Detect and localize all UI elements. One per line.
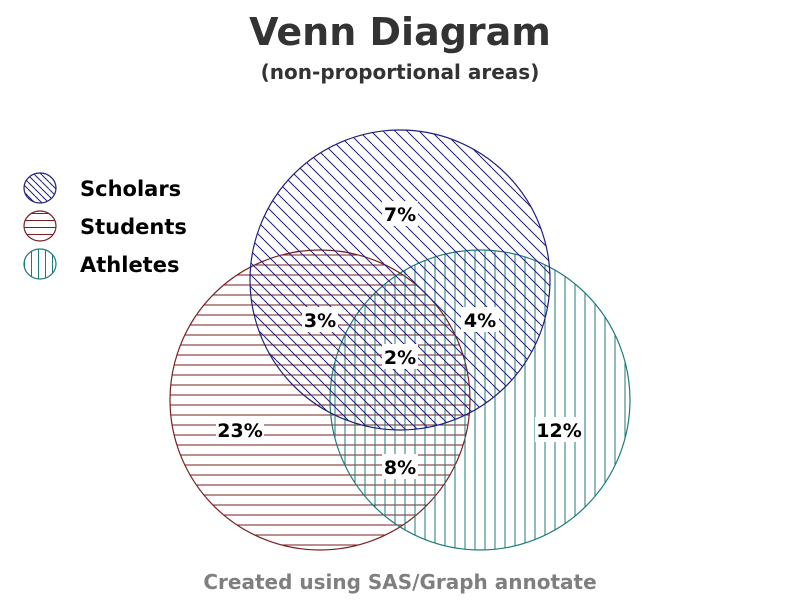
page-title: Venn Diagram [249, 10, 551, 54]
region-value-scholars-only: 7% [384, 204, 416, 226]
legend-item-scholars: Scholars [23, 172, 181, 204]
legend-label-scholars: Scholars [80, 177, 181, 201]
legend-item-athletes: Athletes [23, 248, 179, 280]
footer-credit: Created using SAS/Graph annotate [203, 570, 597, 594]
legend-label-students: Students [80, 215, 187, 239]
region-value-athletes-only: 12% [536, 420, 581, 442]
region-value-all-three: 2% [384, 347, 416, 369]
region-value-scholars-students: 3% [304, 310, 336, 332]
legend-label-athletes: Athletes [80, 253, 179, 277]
region-value-students-only: 23% [217, 420, 262, 442]
legend-swatch-athletes [23, 248, 57, 280]
region-value-students-athletes: 8% [384, 457, 416, 479]
legend-swatch-students [23, 210, 57, 242]
region-label-scholars-athletes: 4% [461, 307, 499, 332]
page-subtitle: (non-proportional areas) [260, 60, 540, 84]
region-label-students-only: 23% [216, 417, 264, 442]
region-label-scholars-only: 7% [382, 201, 418, 226]
legend-item-students: Students [23, 210, 187, 242]
region-label-students-athletes: 8% [382, 454, 418, 479]
region-label-all-three: 2% [382, 344, 418, 369]
legend-swatch-scholars [23, 172, 57, 204]
set-circle-scholars [249, 129, 551, 431]
region-label-scholars-students: 3% [302, 307, 338, 332]
region-value-scholars-athletes: 4% [464, 310, 496, 332]
region-label-athletes-only: 12% [535, 417, 583, 442]
legend: Scholars Students Athletes [23, 172, 187, 280]
